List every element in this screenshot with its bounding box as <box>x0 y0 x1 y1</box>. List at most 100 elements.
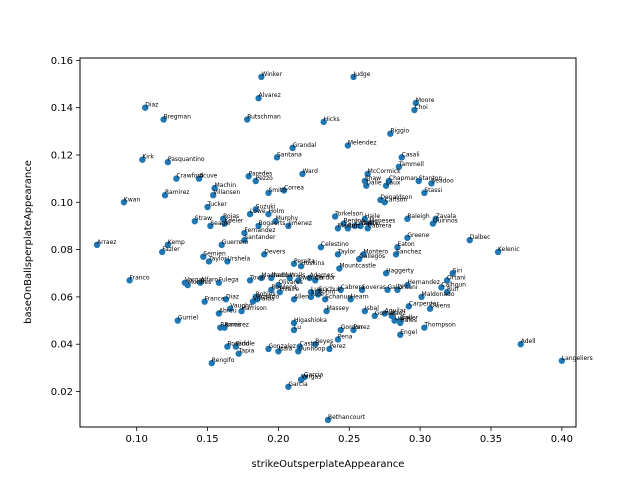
data-point-label: Carpenter <box>409 300 440 307</box>
data-point-label: Perez <box>354 324 370 331</box>
data-point-label: Fazler <box>162 246 180 253</box>
data-point <box>397 317 404 324</box>
data-point <box>184 281 191 289</box>
data-point-label: Chapman <box>389 175 418 182</box>
data-point-label: Diaz <box>145 102 158 109</box>
data-point-label: Hearn <box>351 293 369 300</box>
data-point <box>428 180 435 187</box>
data-point-label: Crawford <box>176 173 203 180</box>
data-point-label: Olivares <box>278 279 302 286</box>
data-point-label: Gurriel <box>178 315 199 322</box>
data-point-label: Alfaro <box>200 277 218 284</box>
data-point-label: Ruff <box>447 286 460 293</box>
data-point-label: Rutschman <box>247 114 281 121</box>
data-point-label: Devers <box>264 248 285 255</box>
data-point-label: Tovar <box>249 274 267 281</box>
data-point <box>466 236 473 244</box>
data-point <box>381 199 388 206</box>
data-point-label: Diaz <box>226 293 239 300</box>
data-point <box>411 106 418 114</box>
y-tick-label: 0.10 <box>51 198 73 209</box>
data-point-label: Pezzo <box>256 175 273 182</box>
y-tick-label: 0.04 <box>51 340 73 351</box>
data-point-label: Urshela <box>227 255 250 262</box>
data-point <box>272 218 279 225</box>
data-point <box>93 241 101 249</box>
data-point-label: Bohm <box>318 289 336 296</box>
data-point <box>252 177 259 185</box>
y-tick-label: 0.16 <box>51 56 73 67</box>
data-point-label: Benton <box>344 218 366 225</box>
data-point <box>221 324 228 331</box>
data-point-label: Kirk <box>142 154 154 161</box>
data-point <box>210 191 217 199</box>
x-tick-label: 0.30 <box>409 434 431 445</box>
data-point <box>331 213 339 220</box>
x-tick-label: 0.35 <box>480 434 502 445</box>
data-point-label: Massey <box>327 305 350 312</box>
data-point-label: Walker <box>361 220 382 227</box>
data-point-label: Ortani <box>447 274 466 281</box>
data-point-label: Engel <box>400 329 417 336</box>
data-point <box>388 312 395 320</box>
x-tick-label: 0.20 <box>267 434 289 445</box>
data-point-label: Morales <box>188 279 211 286</box>
data-point <box>558 357 566 364</box>
data-point <box>443 277 451 284</box>
data-point-label: Santana <box>277 151 302 158</box>
data-point <box>385 177 393 185</box>
data-point <box>351 222 359 230</box>
data-point-label: Meneses <box>369 218 395 225</box>
data-point-label: Ohtani <box>397 284 417 291</box>
data-point <box>397 331 404 338</box>
data-point <box>320 118 327 126</box>
data-point <box>314 291 322 298</box>
data-point <box>421 324 428 331</box>
data-point-label: Haile <box>365 213 381 220</box>
data-point-label: Rowland <box>271 284 297 291</box>
data-point <box>215 279 223 286</box>
data-point-label: Tucker <box>207 201 228 208</box>
data-point <box>371 312 378 320</box>
data-point <box>204 203 211 211</box>
data-point <box>201 298 208 305</box>
data-point <box>312 341 319 348</box>
data-point <box>249 298 257 305</box>
data-point-label: Seager <box>210 220 232 227</box>
data-point <box>394 286 401 294</box>
data-point-label: Siri <box>453 267 463 274</box>
data-point-label: Kemp <box>168 239 185 246</box>
data-point-label: Ramos <box>220 322 240 329</box>
x-tick-label: 0.25 <box>338 434 360 445</box>
data-point <box>307 293 315 301</box>
data-point-label: Pasquantino <box>168 156 205 163</box>
data-point-label: Dalbec <box>470 234 491 241</box>
data-point-label: Bregman <box>164 114 191 121</box>
data-point-label: Stassi <box>424 187 442 194</box>
data-point-label: Ramirez <box>165 189 189 196</box>
data-point-label: Haggerty <box>386 267 414 274</box>
data-point-label: Riddle <box>236 341 255 348</box>
data-point-label: Maldonado <box>422 291 455 298</box>
data-point <box>205 258 213 265</box>
data-point-label: Rice <box>311 291 324 298</box>
data-point <box>207 222 214 230</box>
data-point-label: Taylor <box>337 248 356 255</box>
data-point <box>398 154 405 161</box>
data-point-label: Acuve <box>199 173 218 180</box>
data-point <box>384 286 391 294</box>
data-point-label: Castro <box>300 341 320 348</box>
data-point-label: Fulega <box>219 277 239 284</box>
data-point-label: Smith <box>268 187 286 194</box>
data-point-label: Cronet <box>355 220 376 227</box>
data-point <box>164 158 172 166</box>
data-point <box>360 251 367 258</box>
data-point-label: Vargas <box>185 277 205 284</box>
data-point-label: Allen <box>294 293 309 300</box>
data-point <box>246 210 254 218</box>
data-point <box>238 307 245 315</box>
data-point <box>392 251 400 258</box>
data-point-label: Taylor <box>208 255 227 262</box>
data-point-label: Winker <box>261 71 282 78</box>
